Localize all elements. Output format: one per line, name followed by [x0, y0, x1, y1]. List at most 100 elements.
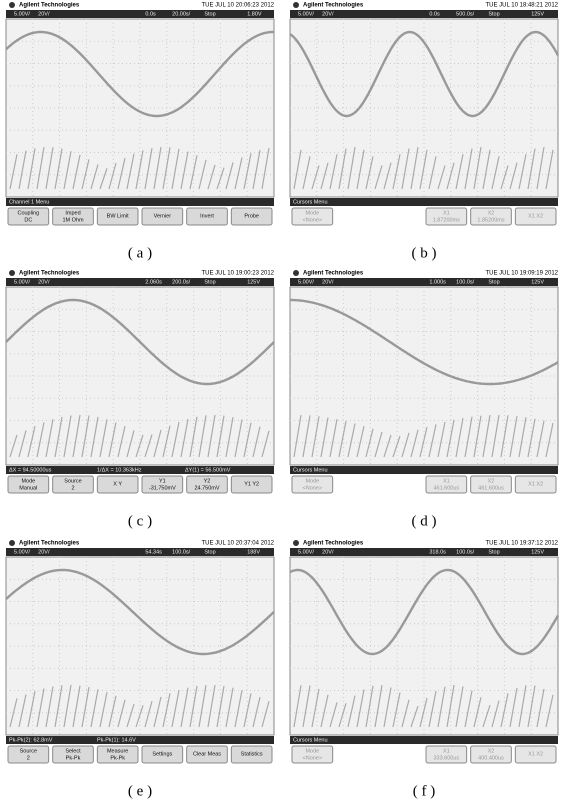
- softkey-value: 1M Ohm: [62, 217, 84, 223]
- status-item: 54.34s: [145, 549, 162, 555]
- status-item: Stop: [488, 11, 499, 17]
- status-item: 100.0s/: [172, 549, 191, 555]
- caption: ( a ): [128, 245, 152, 261]
- status-item: 5.00V/: [14, 279, 30, 285]
- softkey-label: X2: [488, 210, 495, 216]
- readout: ΔY(1) = 56.500mV: [185, 467, 231, 473]
- softkey-label: Source: [20, 748, 37, 754]
- menu-bar: [290, 198, 558, 206]
- softkey-value: 400.400us: [478, 755, 504, 761]
- readout: 1/ΔX = 10.363kHz: [97, 467, 142, 473]
- brand: Agilent Technologies: [303, 541, 364, 547]
- caption: ( b ): [412, 245, 437, 261]
- logo: [293, 540, 299, 546]
- softkey-label: Select: [65, 748, 81, 754]
- scope-panel: Agilent Technologies TUE JUL 10 20:37:04 …: [6, 540, 275, 799]
- brand: Agilent Technologies: [19, 271, 80, 277]
- softkey-label: Coupling: [17, 210, 39, 216]
- softkey-value: 2: [27, 755, 30, 761]
- status-item: 5.00V/: [298, 279, 314, 285]
- softkey-label: X1: [443, 748, 450, 754]
- status-item: 1.80V: [247, 11, 262, 17]
- softkey-value: 461.600us: [433, 485, 459, 491]
- softkey-label: Mode: [305, 210, 319, 216]
- softkey-value: Manual: [19, 485, 37, 491]
- status-item: 188V: [247, 549, 260, 555]
- status-item: Stop: [204, 11, 215, 17]
- softkey-value: 1.87200ms: [433, 217, 460, 223]
- menu-title: Cursors Menu: [293, 467, 328, 473]
- readout: Pk-Pk(1): 14.6V: [97, 737, 136, 743]
- softkey-label: Y2: [204, 478, 211, 484]
- softkey-label: Y1 Y2: [244, 481, 259, 487]
- brand: Agilent Technologies: [303, 3, 364, 9]
- status-item: Stop: [488, 279, 499, 285]
- logo: [293, 270, 299, 276]
- softkey-value: Pk-Pk: [66, 755, 81, 761]
- caption: ( e ): [128, 783, 152, 799]
- softkey-value: 333.600us: [433, 755, 459, 761]
- softkey-label: X2: [488, 748, 495, 754]
- softkey-label: Clear Meas: [193, 751, 221, 757]
- menu-title: Cursors Menu: [293, 737, 328, 743]
- softkey-label: X1 X2: [528, 213, 543, 219]
- figure: Agilent Technologies TUE JUL 10 20:06:23 …: [0, 0, 563, 804]
- softkey-label: Statistics: [241, 751, 263, 757]
- datetime: TUE JUL 10 20:06:23 2012: [202, 3, 275, 9]
- datetime: TUE JUL 10 18:48:21 2012: [486, 3, 559, 9]
- softkey-label: Mode: [305, 748, 319, 754]
- status-item: 2.060s: [145, 279, 162, 285]
- status-item: 20V/: [322, 11, 334, 17]
- softkey-label: X1 X2: [528, 751, 543, 757]
- softkey-label: X1: [443, 210, 450, 216]
- status-item: 125V: [531, 279, 544, 285]
- page: {"panels": [ {"caption": "( a )", "brand…: [0, 0, 563, 804]
- caption: ( f ): [413, 783, 436, 799]
- status-item: 100.0s/: [456, 279, 475, 285]
- softkey-label: Measure: [107, 748, 128, 754]
- softkey-value: <None>: [303, 485, 323, 491]
- softkey-label: X Y: [113, 481, 122, 487]
- readout: ΔX = 94.50000us: [9, 467, 52, 473]
- brand: Agilent Technologies: [19, 541, 80, 547]
- softkey-label: Y1: [159, 478, 166, 484]
- status-item: 200.0s/: [172, 279, 191, 285]
- status-item: 125V: [247, 279, 260, 285]
- readout: Pk-Pk(2): 62.8mV: [9, 737, 53, 743]
- status-item: 318.0s: [429, 549, 446, 555]
- datetime: TUE JUL 10 20:37:04 2012: [202, 541, 275, 547]
- status-item: 20.00s/: [172, 11, 191, 17]
- scope-panel: Agilent Technologies TUE JUL 10 18:48:21 …: [290, 2, 559, 261]
- status-item: 0.0s: [145, 11, 156, 17]
- logo: [293, 2, 299, 8]
- datetime: TUE JUL 10 19:37:12 2012: [486, 541, 559, 547]
- datetime: TUE JUL 10 19:00:23 2012: [202, 271, 275, 277]
- logo: [9, 2, 15, 8]
- logo: [9, 270, 15, 276]
- status-item: 5.00V/: [298, 11, 314, 17]
- softkey-label: Mode: [21, 478, 35, 484]
- softkey-value: <None>: [303, 755, 323, 761]
- status-item: 20V/: [38, 11, 50, 17]
- scope-panel: Agilent Technologies TUE JUL 10 19:00:23 …: [6, 270, 275, 529]
- softkey-label: X1 X2: [528, 481, 543, 487]
- softkey-label: X2: [488, 478, 495, 484]
- caption: ( d ): [412, 513, 437, 529]
- status-item: 125V: [531, 549, 544, 555]
- softkey-value: 461.600us: [478, 485, 504, 491]
- softkey-label: Vernier: [154, 213, 172, 219]
- menu-title: Channel 1 Menu: [9, 199, 49, 205]
- status-item: 0.0s: [429, 11, 440, 17]
- softkey-value: Pk-Pk: [110, 755, 125, 761]
- status-item: 125V: [531, 11, 544, 17]
- status-item: Stop: [204, 549, 215, 555]
- softkey-label: Source: [64, 478, 81, 484]
- status-item: 100.0s/: [456, 549, 475, 555]
- scope-panel: Agilent TechnologiesTUE JUL 10 19:09:19 …: [290, 270, 559, 529]
- datetime: TUE JUL 10 19:09:19 2012: [486, 271, 559, 277]
- status-item: 5.00V/: [14, 11, 30, 17]
- softkey-label: Invert: [200, 213, 214, 219]
- menu-bar: [290, 736, 558, 744]
- caption: ( c ): [128, 513, 152, 529]
